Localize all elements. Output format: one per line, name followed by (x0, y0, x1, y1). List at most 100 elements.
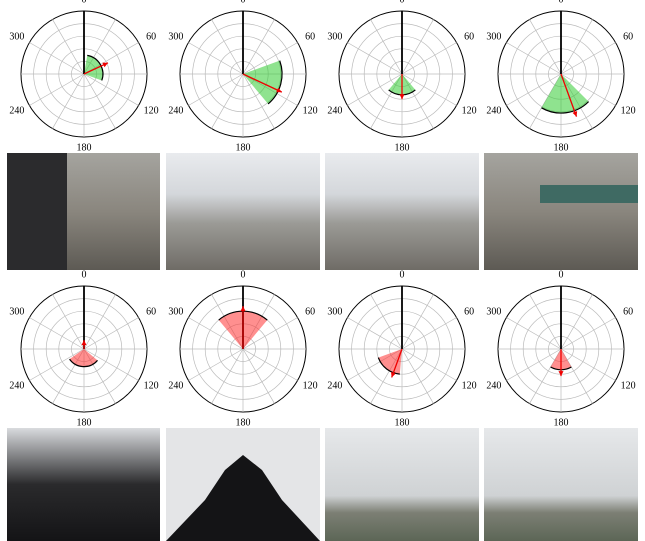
spoke-grid-line (401, 73, 457, 106)
spoke-grid-line (560, 317, 616, 350)
theta-tick-label: 240 (486, 380, 501, 391)
spoke-grid-line (401, 348, 457, 381)
spoke-grid-line (401, 317, 457, 350)
spoke-grid-line (506, 73, 562, 106)
theta-tick-label: 120 (462, 380, 477, 391)
theta-tick-label: 0 (82, 269, 87, 280)
spoke-grid-line (347, 42, 403, 75)
theta-tick-label: 60 (305, 306, 315, 317)
theta-tick-label: 180 (395, 142, 410, 153)
theta-tick-label: 300 (486, 31, 501, 42)
spoke-grid-line (188, 73, 244, 106)
photo (325, 428, 479, 541)
spoke-grid-line (52, 73, 85, 129)
theta-tick-label: 120 (462, 105, 477, 116)
spoke-grid-line (347, 73, 403, 106)
spoke-grid-line (211, 73, 244, 129)
theta-tick-label: 120 (303, 105, 318, 116)
theta-tick-label: 180 (554, 417, 569, 428)
spoke-grid-line (211, 348, 244, 404)
spoke-grid-line (188, 348, 244, 381)
spoke-grid-line (83, 317, 139, 350)
spoke-grid-line (29, 73, 85, 106)
spoke-grid-line (560, 42, 616, 75)
theta-tick-label: 300 (9, 31, 24, 42)
spoke-grid-line (242, 19, 275, 75)
theta-tick-label: 120 (303, 380, 318, 391)
spoke-grid-line (401, 42, 457, 75)
spoke-grid-line (560, 348, 616, 381)
spoke-grid-line (83, 73, 139, 106)
photo (325, 153, 479, 270)
polar-chart: 0 60 120 180 240 300 (486, 0, 635, 153)
polar-chart: 0 60 120 180 240 300 (9, 0, 158, 153)
theta-tick-label: 300 (486, 306, 501, 317)
theta-tick-label: 120 (144, 105, 159, 116)
photo-row (7, 153, 638, 270)
theta-tick-label: 60 (623, 306, 633, 317)
spoke-grid-line (506, 42, 562, 75)
theta-tick-label: 300 (9, 306, 24, 317)
polar-chart: 0 60 120 180 240 300 (327, 0, 476, 153)
arrow-head (81, 340, 87, 346)
wedge (541, 74, 589, 114)
theta-tick-label: 300 (168, 306, 183, 317)
spoke-grid-line (242, 348, 298, 381)
photo (7, 428, 160, 541)
theta-tick-label: 240 (9, 105, 24, 116)
theta-tick-label: 180 (554, 142, 569, 153)
spoke-grid-line (242, 73, 275, 129)
theta-tick-label: 0 (241, 0, 246, 5)
theta-tick-label: 180 (77, 417, 92, 428)
spoke-grid-line (560, 294, 593, 350)
theta-tick-label: 180 (236, 417, 251, 428)
arrow-head (399, 94, 405, 100)
spoke-grid-line (29, 348, 85, 381)
theta-tick-label: 0 (82, 0, 87, 5)
spoke-grid-line (347, 317, 403, 350)
spoke-grid-line (529, 294, 562, 350)
spoke-grid-line (529, 19, 562, 75)
polar-chart: 0 60 120 180 240 300 (9, 269, 158, 428)
theta-tick-label: 120 (621, 105, 636, 116)
polar-chart: 0 60 120 180 240 300 (168, 269, 317, 428)
wedge (69, 349, 98, 367)
spoke-grid-line (52, 19, 85, 75)
photo-river (540, 185, 638, 203)
photo (166, 153, 320, 270)
theta-tick-label: 60 (464, 306, 474, 317)
wedge (378, 349, 402, 375)
theta-tick-label: 300 (327, 306, 342, 317)
spoke-grid-line (401, 294, 434, 350)
theta-tick-label: 240 (327, 105, 342, 116)
arrow-head (391, 371, 396, 378)
wedge-edge (267, 60, 283, 105)
theta-tick-label: 180 (77, 142, 92, 153)
arrow-head (276, 87, 282, 93)
spoke-grid-line (560, 73, 616, 106)
theta-tick-label: 240 (168, 380, 183, 391)
theta-tick-label: 240 (9, 380, 24, 391)
spoke-grid-line (211, 19, 244, 75)
arrow-head (102, 62, 108, 68)
wedge-edge (377, 357, 400, 375)
spoke-grid-line (242, 317, 298, 350)
wedge-edge (69, 358, 98, 368)
spoke-grid-line (83, 73, 116, 129)
spoke-grid-line (506, 348, 562, 381)
wedge-edge (87, 54, 104, 81)
theta-tick-label: 60 (146, 31, 156, 42)
theta-tick-label: 240 (168, 105, 183, 116)
spoke-grid-line (29, 317, 85, 350)
spoke-grid-line (83, 348, 139, 381)
arrow-head (558, 371, 564, 377)
theta-tick-label: 0 (400, 0, 405, 5)
theta-tick-label: 0 (400, 269, 405, 280)
spoke-grid-line (401, 19, 434, 75)
spoke-grid-line (370, 19, 403, 75)
spoke-grid-line (29, 42, 85, 75)
photo-spire (166, 455, 320, 541)
theta-tick-label: 60 (305, 31, 315, 42)
arrow (242, 73, 283, 93)
polar-chart: 0 60 120 180 240 300 (327, 269, 476, 428)
